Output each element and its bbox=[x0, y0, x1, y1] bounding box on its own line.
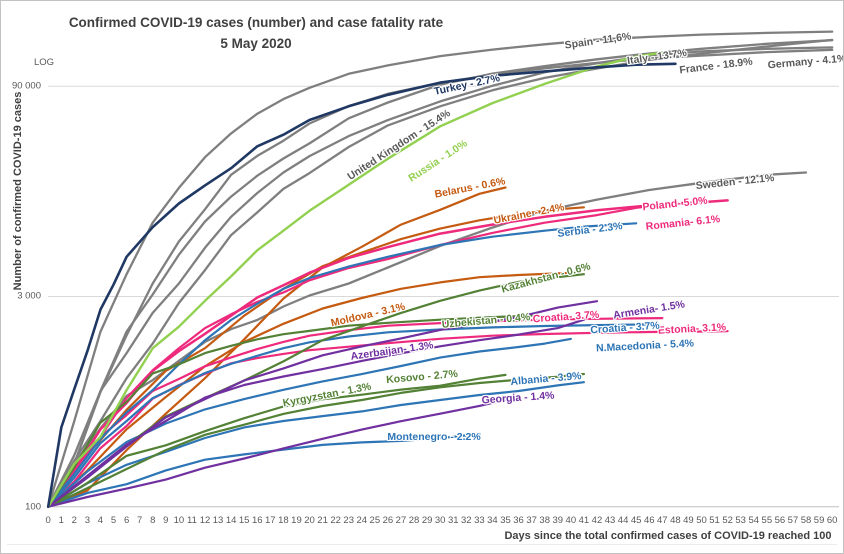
x-tick-57: 57 bbox=[787, 515, 799, 526]
x-tick-49: 49 bbox=[683, 515, 694, 526]
y-tick-100: 100 bbox=[25, 501, 41, 513]
x-tick-39: 39 bbox=[552, 515, 564, 526]
x-tick-6: 6 bbox=[123, 515, 130, 526]
bottom-divider bbox=[7, 544, 837, 545]
x-tick-51: 51 bbox=[709, 515, 720, 526]
series-line-albania bbox=[47, 381, 586, 508]
x-tick-46: 46 bbox=[643, 515, 655, 526]
x-tick-43: 43 bbox=[604, 515, 616, 526]
chart-title-line2: 5 May 2020 bbox=[220, 35, 292, 51]
x-tick-29: 29 bbox=[421, 515, 433, 526]
chart-title-line1: Confirmed COVID-19 cases (number) and ca… bbox=[68, 15, 444, 30]
x-tick-22: 22 bbox=[330, 515, 341, 526]
x-axis-title: Days since the total confirmed cases of … bbox=[504, 530, 832, 542]
x-tick-52: 52 bbox=[722, 515, 733, 526]
series-line-estonia bbox=[47, 330, 729, 508]
x-tick-7: 7 bbox=[137, 515, 143, 526]
x-tick-5: 5 bbox=[110, 515, 117, 526]
x-tick-47: 47 bbox=[657, 515, 668, 526]
x-tick-38: 38 bbox=[539, 515, 550, 526]
x-tick-28: 28 bbox=[408, 515, 420, 526]
x-tick-9: 9 bbox=[163, 515, 169, 526]
series-line-romania bbox=[47, 201, 690, 508]
series-line-croatia-2 bbox=[47, 323, 651, 508]
x-tick-13: 13 bbox=[212, 515, 224, 526]
series-line-spain bbox=[47, 30, 834, 508]
x-tick-60: 60 bbox=[826, 515, 838, 526]
x-tick-17: 17 bbox=[265, 515, 276, 526]
x-tick-45: 45 bbox=[630, 515, 642, 526]
x-tick-59: 59 bbox=[813, 515, 825, 526]
x-tick-24: 24 bbox=[356, 515, 368, 526]
series-line-kyrgyzstan bbox=[47, 373, 507, 508]
x-tick-11: 11 bbox=[186, 515, 197, 526]
series-line-turkey bbox=[46, 62, 677, 509]
x-tick-1: 1 bbox=[58, 515, 64, 526]
series-line-moldova bbox=[47, 271, 572, 508]
x-tick-26: 26 bbox=[382, 515, 394, 526]
x-tick-58: 58 bbox=[800, 515, 812, 526]
x-tick-33: 33 bbox=[474, 515, 485, 526]
x-tick-37: 37 bbox=[526, 515, 537, 526]
x-tick-56: 56 bbox=[774, 515, 786, 526]
x-tick-8: 8 bbox=[150, 515, 156, 526]
x-tick-14: 14 bbox=[225, 515, 237, 526]
x-tick-55: 55 bbox=[761, 515, 773, 526]
x-tick-35: 35 bbox=[500, 515, 511, 526]
x-tick-44: 44 bbox=[617, 515, 629, 526]
x-tick-42: 42 bbox=[591, 515, 603, 526]
series-line-belarus bbox=[47, 186, 507, 508]
x-tick-15: 15 bbox=[238, 515, 250, 526]
x-tick-4: 4 bbox=[97, 515, 104, 526]
x-axis-ticks: 0 1 2 3 4 5 6 7 8 9 10 11 12 13 14 15 16 17 18 19 20 21 22 23 24… bbox=[1, 515, 843, 529]
x-tick-18: 18 bbox=[278, 515, 289, 526]
series-label-montenegro: Montenegro - 2.2% bbox=[387, 431, 481, 443]
y-tick-90000: 90 000 bbox=[11, 80, 41, 92]
x-tick-31: 31 bbox=[447, 515, 459, 526]
x-tick-21: 21 bbox=[317, 515, 328, 526]
x-tick-3: 3 bbox=[84, 515, 91, 526]
x-tick-2: 2 bbox=[71, 515, 77, 526]
x-tick-23: 23 bbox=[343, 515, 354, 526]
x-tick-54: 54 bbox=[748, 515, 760, 526]
x-tick-30: 30 bbox=[434, 515, 446, 526]
x-tick-34: 34 bbox=[487, 515, 498, 526]
x-tick-10: 10 bbox=[173, 515, 185, 526]
series-line-serbia bbox=[47, 222, 638, 508]
y-tick-3000: 3 000 bbox=[17, 290, 41, 302]
x-tick-50: 50 bbox=[696, 515, 707, 526]
series-line-germany bbox=[47, 48, 834, 508]
y-axis-log-note: LOG bbox=[34, 57, 55, 68]
x-tick-27: 27 bbox=[395, 515, 407, 526]
y-axis-ticks: 100 3 000 90 000 bbox=[1, 1, 44, 553]
x-tick-36: 36 bbox=[513, 515, 524, 526]
series-line-ukraine bbox=[47, 206, 586, 508]
x-tick-0: 0 bbox=[45, 515, 51, 526]
series-line-united-kingdom bbox=[47, 38, 834, 508]
x-tick-16: 16 bbox=[251, 515, 263, 526]
series-line-n-macedonia bbox=[47, 337, 572, 508]
x-tick-48: 48 bbox=[670, 515, 681, 526]
x-tick-20: 20 bbox=[304, 515, 315, 526]
x-tick-32: 32 bbox=[461, 515, 472, 526]
x-tick-41: 41 bbox=[578, 515, 590, 526]
x-tick-53: 53 bbox=[735, 515, 746, 526]
series-line-kosovo bbox=[47, 372, 586, 508]
chart-title: Confirmed COVID-19 cases (number) and ca… bbox=[61, 13, 451, 55]
series-line-georgia bbox=[47, 395, 520, 508]
series-line-azerbaijan bbox=[47, 318, 586, 508]
x-tick-19: 19 bbox=[291, 515, 302, 526]
series-line-russia bbox=[47, 51, 664, 508]
x-tick-40: 40 bbox=[565, 515, 577, 526]
x-tick-12: 12 bbox=[199, 515, 211, 526]
series-line-montenegro bbox=[47, 432, 481, 508]
x-tick-25: 25 bbox=[369, 515, 381, 526]
